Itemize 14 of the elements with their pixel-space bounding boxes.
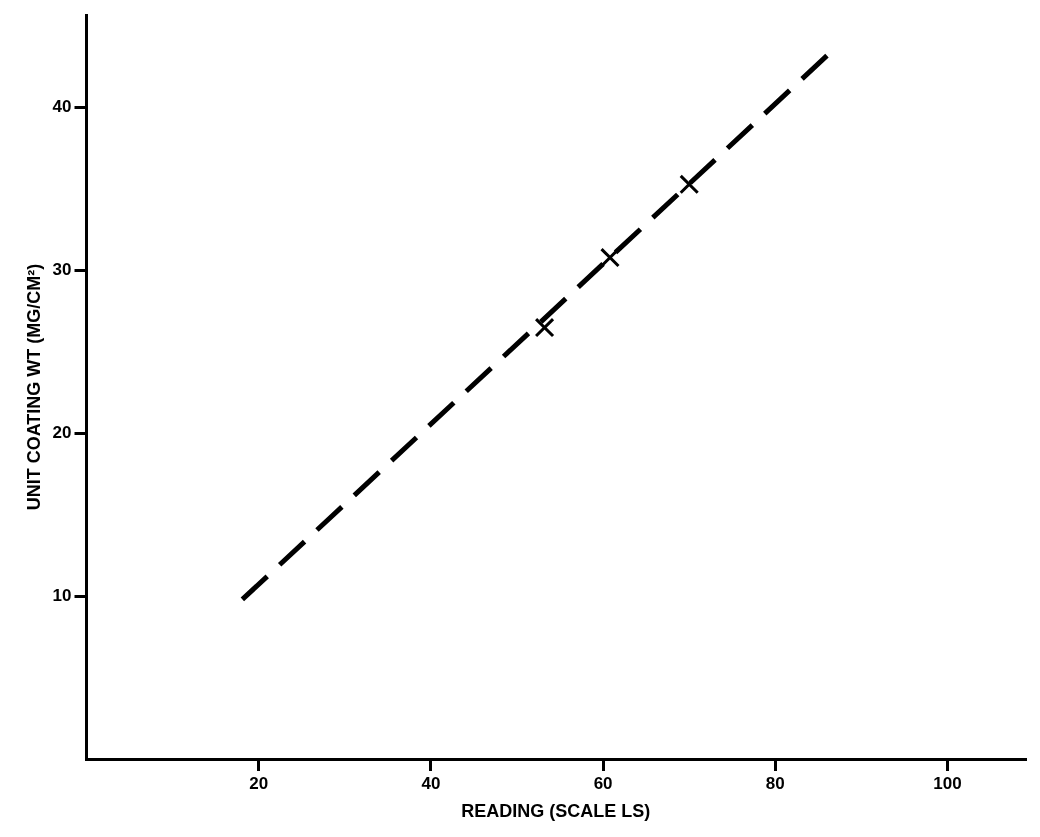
point (534, 317, 555, 338)
x-tick-label: 20 (249, 773, 269, 793)
x-tick-label: 100 (933, 773, 962, 793)
point (600, 247, 620, 268)
point (679, 174, 700, 195)
y-tick-label: 10 (52, 585, 72, 605)
x-tick-label: 40 (421, 773, 441, 793)
x-axis-title: READING (SCALE LS) (461, 801, 651, 822)
x-tick-label: 60 (593, 773, 613, 793)
y-tick-label: 40 (52, 97, 72, 117)
y-axis-title: UNIT COATING WT (MG/CM²) (23, 263, 44, 511)
x-tick-label: 80 (765, 773, 785, 793)
y-tick-label: 30 (52, 260, 72, 280)
y-tick-label: 20 (52, 423, 72, 443)
